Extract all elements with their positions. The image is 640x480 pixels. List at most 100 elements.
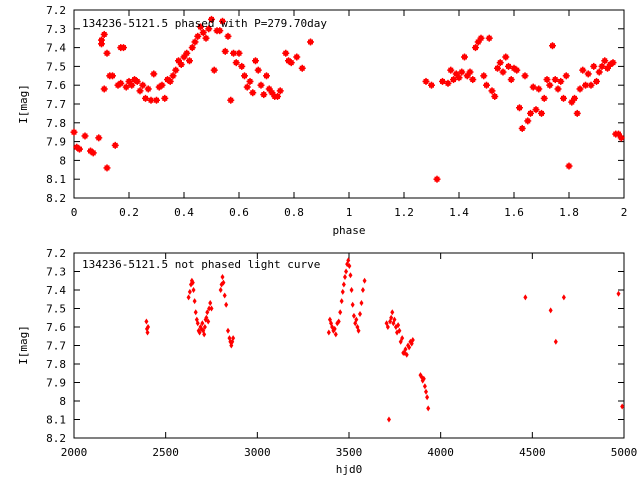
phased-x-tick-label: 0.8 [284, 206, 304, 219]
phased-data-point [598, 62, 606, 70]
unphased-data-point [426, 405, 431, 412]
phased-data-point [81, 132, 89, 140]
unphased-data-point [553, 338, 558, 345]
phased-data-point [422, 77, 430, 85]
unphased-data-point [338, 309, 343, 316]
unphased-y-tick-label: 7.5 [46, 303, 66, 316]
unphased-data-point [397, 327, 402, 334]
unphased-data-point [523, 294, 528, 301]
phased-data-point [117, 79, 125, 87]
unphased-data-point [389, 314, 394, 321]
phased-data-point [573, 109, 581, 117]
phased-data-point [249, 89, 257, 97]
phased-y-tick-label: 7.7 [46, 98, 66, 111]
unphased-data-point [362, 277, 367, 284]
phased-x-axis-label: phase [332, 224, 365, 237]
phased-data-point [554, 85, 562, 93]
phased-data-point [98, 40, 105, 48]
unphased-data-point [333, 331, 338, 338]
unphased-data-point [144, 318, 149, 325]
phased-chart-title: 134236-5121.5 phased with P=279.70day [82, 17, 327, 30]
phased-plot-frame [73, 9, 625, 199]
unphased-data-point [354, 316, 359, 323]
phased-data-point [529, 83, 537, 91]
phased-data-point [466, 68, 474, 76]
phased-data-point [227, 96, 235, 104]
phased-chart: 7.27.37.47.57.67.77.87.988.18.2 0 0.2 0.4 0… [17, 4, 627, 237]
unphased-data-point [620, 403, 625, 410]
unphased-data-point [326, 329, 331, 336]
unphased-x-axis-ticks: 2000 2500 3000 3500 4000 4500 5000 [61, 253, 637, 459]
unphased-data-point [422, 383, 427, 390]
unphased-data-point [358, 311, 362, 318]
phased-data-point [524, 117, 532, 125]
phased-data-point [246, 77, 254, 85]
unphased-data-point [344, 268, 349, 275]
phased-data-point [128, 81, 136, 89]
phased-x-tick-label: 1 [346, 206, 353, 219]
phased-y-tick-label: 7.6 [46, 79, 66, 92]
phased-data-point [496, 59, 504, 67]
unphased-data-point [346, 257, 351, 264]
phased-data-point [111, 141, 119, 149]
unphased-data-point [197, 329, 202, 336]
phased-y-tick-label: 7.8 [46, 117, 66, 130]
unphased-data-point [336, 318, 341, 325]
phased-data-point [235, 49, 243, 57]
phased-data-point [197, 23, 204, 31]
phased-data-point [268, 89, 276, 97]
phased-data-point [205, 25, 213, 33]
unphased-data-point [208, 299, 213, 306]
phased-data-point [571, 94, 578, 102]
phased-data-point [70, 128, 78, 136]
phased-data-point [252, 57, 259, 65]
phased-data-point [499, 68, 507, 76]
phased-data-point [480, 72, 488, 80]
unphased-data-point [386, 416, 391, 423]
phased-data-point [518, 124, 526, 132]
unphased-data-point [339, 298, 344, 305]
phased-data-point [221, 47, 229, 55]
phased-data-point [122, 83, 130, 91]
phased-data-point [158, 81, 166, 89]
phased-data-point [477, 34, 485, 42]
phased-data-point [180, 53, 188, 61]
phased-x-tick-label: 1.2 [394, 206, 414, 219]
phased-data-point [188, 44, 196, 52]
phased-data-point [439, 77, 446, 85]
unphased-x-tick-label: 2500 [152, 446, 179, 459]
phased-data-point [136, 87, 144, 95]
phased-data-point [169, 72, 177, 80]
unphased-data-point [224, 301, 229, 308]
phased-data-point [274, 92, 281, 100]
phased-data-point [474, 38, 482, 46]
unphased-data-point [190, 279, 195, 286]
unphased-data-point [359, 299, 364, 306]
unphased-data-point [548, 307, 553, 314]
phased-data-points [70, 15, 625, 183]
phased-y-tick-label: 7.9 [46, 136, 66, 149]
phased-y-tick-label: 7.3 [46, 23, 66, 36]
phased-data-point [219, 17, 226, 25]
unphased-data-point [145, 329, 150, 336]
unphased-data-point [221, 279, 226, 286]
phased-data-point [535, 85, 543, 93]
phased-data-point [254, 66, 262, 74]
phased-data-point [447, 66, 455, 74]
unphased-data-point [396, 322, 401, 329]
unphased-data-point [349, 287, 354, 293]
phased-data-point [527, 109, 534, 117]
phased-data-point [455, 74, 463, 82]
unphased-data-point [218, 287, 223, 293]
phased-data-point [194, 32, 202, 40]
phased-data-point [604, 64, 611, 72]
phased-data-point [241, 72, 248, 80]
unphased-plot-frame [73, 252, 625, 439]
unphased-data-point [403, 346, 408, 353]
phased-data-point [444, 79, 452, 87]
phased-data-point [175, 57, 182, 65]
unphased-data-point [350, 301, 355, 308]
phased-x-tick-label: 1.6 [504, 206, 524, 219]
phased-data-point [186, 57, 193, 65]
unphased-data-point [202, 331, 207, 338]
